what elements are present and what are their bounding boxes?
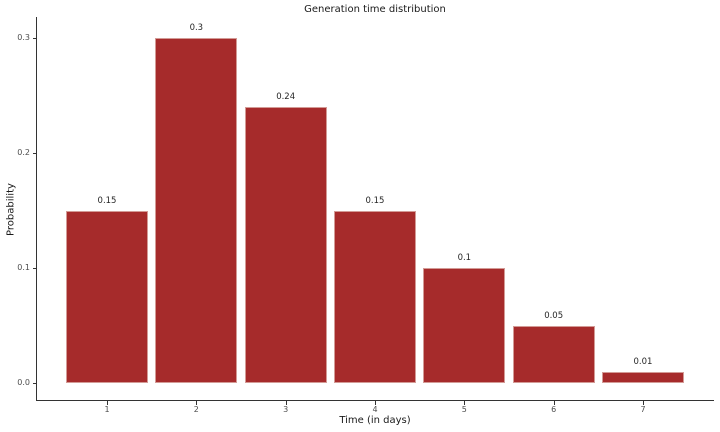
bar-value-label: 0.15 — [97, 195, 117, 206]
chart-title: Generation time distribution — [304, 4, 446, 15]
x-tick-mark — [464, 401, 466, 405]
bar — [66, 210, 148, 383]
bar — [155, 38, 238, 383]
x-tick-label: 4 — [372, 405, 378, 414]
y-tick-label: 0.0 — [17, 378, 30, 387]
bar-value-label: 0.3 — [189, 23, 204, 33]
y-tick-label: 0.2 — [17, 148, 30, 157]
bar — [601, 371, 684, 383]
x-tick-mark — [553, 401, 555, 405]
bar-value-label: 0.01 — [633, 356, 653, 367]
x-axis-line — [36, 400, 714, 401]
bar — [333, 210, 416, 383]
bar-value-label: 0.1 — [457, 253, 472, 263]
x-tick-label: 5 — [461, 405, 467, 414]
x-tick-mark — [374, 401, 376, 405]
x-tick-label: 2 — [193, 405, 199, 414]
bar-value-label: 0.15 — [365, 195, 385, 206]
bar — [512, 325, 595, 383]
y-axis-line — [36, 17, 37, 401]
y-tick-label: 0.1 — [17, 263, 30, 272]
bar — [423, 268, 506, 383]
y-tick-mark — [33, 153, 37, 154]
y-tick-label: 0.3 — [17, 33, 30, 42]
x-tick-label: 1 — [104, 405, 110, 414]
y-tick-mark — [33, 38, 37, 39]
x-tick-label: 3 — [283, 405, 289, 414]
x-tick-mark — [642, 401, 644, 405]
x-tick-label: 6 — [551, 405, 557, 414]
x-tick-mark — [107, 401, 108, 405]
x-axis-label: Time (in days) — [339, 415, 411, 426]
x-tick-mark — [196, 401, 198, 405]
y-tick-mark — [33, 268, 37, 269]
y-axis-label: Probability — [5, 183, 17, 236]
bar-value-label: 0.05 — [544, 310, 564, 321]
y-tick-mark — [33, 383, 37, 384]
x-tick-mark — [285, 401, 287, 405]
bar-value-label: 0.24 — [276, 92, 296, 102]
bar — [244, 107, 327, 383]
x-tick-label: 7 — [640, 405, 646, 414]
